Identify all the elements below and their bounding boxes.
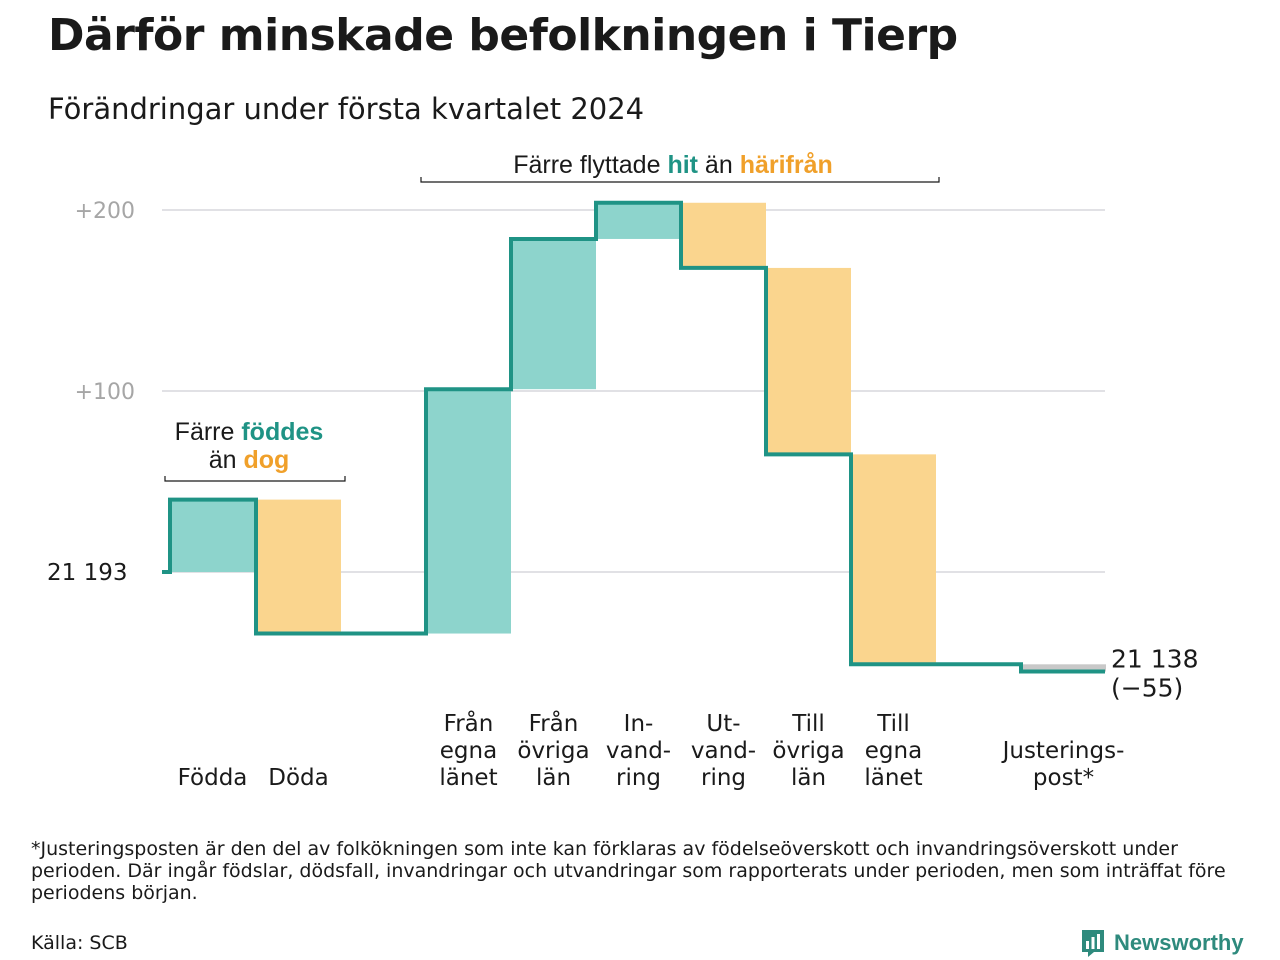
migration-annotation-highlight: härifrån [740,151,833,179]
category-label-line: Till [876,711,910,737]
category-label-line: länet [439,765,497,791]
category-label: Från övriga län [517,709,589,791]
y-tick-label: +100 [75,380,135,405]
y-tick-label: +200 [75,199,135,224]
bar-8 [1021,664,1106,672]
category-label-line: övriga [517,738,589,764]
end-value-label: 21 138 [1111,645,1198,674]
category-label: Till egna länet [864,711,922,791]
newsworthy-logo: Newsworthy [1080,928,1244,958]
migration-annotation-text: än [698,151,740,179]
end-change-label: (−55) [1111,674,1183,703]
category-label-line: Till [791,711,825,737]
category-label-line: vand- [606,738,671,764]
births-annotation-text: Färre [175,418,242,446]
births-annotation-bracket [164,476,346,482]
category-label: Från egna länet [439,709,497,791]
migration-annotation: Färre flyttade hit än härifrån [513,151,833,179]
bar-3 [511,238,596,390]
category-label-line: vand- [691,738,756,764]
category-label: Justerings-post* [1001,738,1125,791]
bar-0 [170,499,255,572]
category-label-line: län [791,765,826,791]
category-label-line: Från [444,709,494,737]
category-label-line: länet [864,765,922,791]
category-label-line: post* [1033,765,1094,791]
category-label-line: egna [865,738,922,764]
category-label-line: Ut- [706,711,740,737]
bar-6 [766,267,851,455]
bar-5 [681,202,766,268]
category-label: Döda [268,765,328,791]
footnote: *Justeringsposten är den del av folkökni… [31,838,1226,904]
births-annotation-highlight: föddes [241,418,323,446]
category-label: Till övriga län [772,711,844,791]
cumulative-step-line [162,200,1105,674]
chart-subtitle: Förändringar under första kvartalet 2024 [48,92,645,126]
bar-4 [596,202,681,239]
category-label: Födda [178,765,248,791]
category-label-line: In- [624,711,654,737]
chart-title: Därför minskade befolkningen i Tierp [48,10,958,61]
source-note: Källa: SCB [31,932,128,954]
category-label: Ut-vand-ring [691,711,756,791]
category-label-line: Justerings- [1001,738,1125,764]
category-label-line: ring [616,765,661,791]
category-label-line: övriga [772,738,844,764]
category-label-line: ring [701,765,746,791]
category-label-line: Från [529,709,579,737]
migration-annotation-text: Färre flyttade [513,151,667,179]
category-label: In-vand-ring [606,711,671,791]
births-annotation-line1: Färre föddes [175,418,324,446]
bar-7 [851,454,936,665]
category-label-line: Födda [178,765,248,791]
newsworthy-logo-icon [1082,930,1104,957]
start-value-label: 21 193 [47,560,127,586]
births-annotation-highlight: dog [243,446,289,474]
migration-annotation-bracket [420,177,940,183]
migration-annotation-highlight: hit [667,151,698,179]
newsworthy-logo-text: Newsworthy [1114,930,1244,955]
category-label-line: Döda [268,765,328,791]
bar-2 [426,389,511,634]
category-label-line: län [536,765,571,791]
bar-1 [256,499,341,634]
category-label-line: egna [440,738,497,764]
births-annotation-line2: än dog [209,446,290,474]
births-annotation-text: än [209,446,244,474]
